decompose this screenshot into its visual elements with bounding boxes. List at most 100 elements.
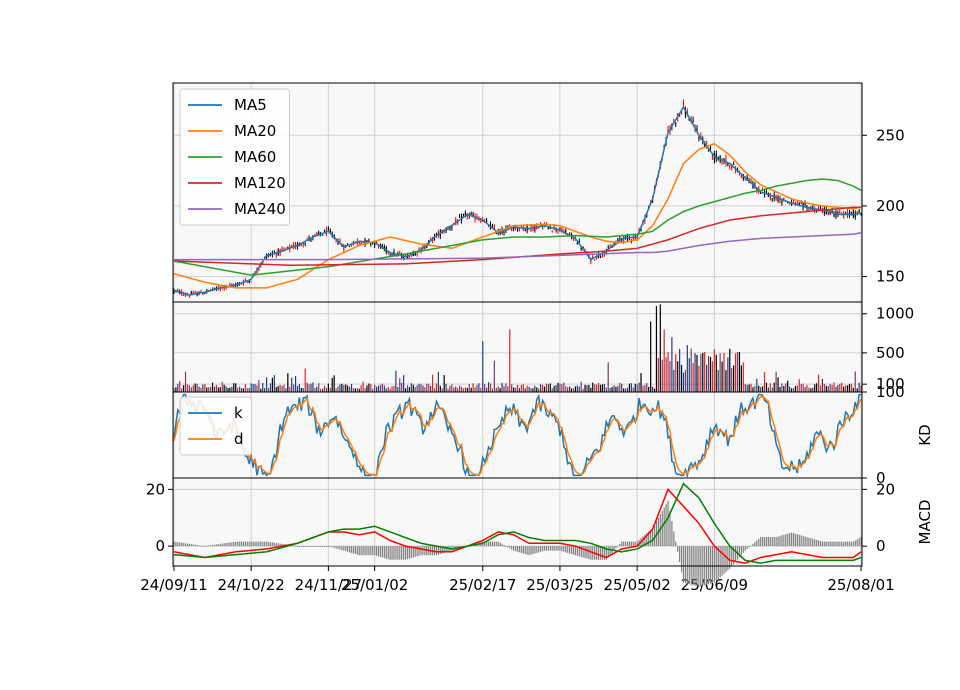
- candle-body: [412, 253, 414, 257]
- volume-bar: [644, 384, 646, 392]
- volume-bar: [399, 378, 401, 392]
- candle-body: [733, 163, 735, 165]
- volume-bar: [750, 383, 752, 392]
- macd-histogram-bar: [325, 546, 328, 547]
- macd-histogram-bar: [499, 542, 501, 547]
- candle-body: [740, 175, 742, 177]
- candle-body: [734, 169, 737, 171]
- candle-body: [466, 215, 468, 217]
- volume-bar: [443, 375, 445, 392]
- volume-bar: [513, 387, 515, 392]
- candle-body: [557, 230, 559, 232]
- volume-bar: [194, 383, 196, 392]
- volume-panel-background: [173, 302, 862, 392]
- macd-histogram-bar: [601, 546, 604, 560]
- macd-histogram-bar: [484, 541, 486, 547]
- macd-histogram-bar: [580, 546, 582, 557]
- macd-histogram-bar: [509, 546, 511, 549]
- candle-body: [511, 227, 513, 231]
- volume-bar: [424, 387, 426, 392]
- macd-histogram-bar: [762, 537, 764, 547]
- volume-bar: [621, 383, 623, 392]
- candle-body: [223, 288, 225, 290]
- macd-histogram-bar: [653, 524, 656, 547]
- candle-body: [287, 246, 289, 248]
- price-legend-box: [179, 88, 290, 226]
- volume-bar: [800, 383, 802, 392]
- volume-bar: [387, 386, 389, 392]
- volume-bar: [323, 385, 326, 392]
- macd-histogram-bar: [817, 540, 820, 547]
- macd-axis-label: MACD: [916, 500, 934, 545]
- macd-histogram-bar: [273, 542, 275, 547]
- volume-bar: [509, 329, 511, 392]
- volume-y-tick-label: 100: [876, 375, 905, 393]
- macd-histogram-bar: [362, 546, 364, 556]
- volume-bar: [306, 382, 308, 392]
- volume-bar: [503, 386, 505, 392]
- volume-bar: [389, 388, 391, 392]
- volume-bar: [603, 383, 605, 392]
- volume-bar: [777, 377, 779, 392]
- candle-body: [551, 230, 553, 232]
- macd-histogram-bar: [860, 537, 862, 547]
- macd-histogram-bar: [574, 546, 576, 556]
- macd-histogram-bar: [217, 544, 219, 547]
- volume-bar: [588, 384, 590, 392]
- candle-body: [854, 212, 856, 218]
- macd-histogram-bar: [350, 546, 353, 553]
- volume-bar: [659, 304, 661, 392]
- volume-bar: [460, 386, 463, 392]
- volume-bar: [524, 388, 526, 392]
- macd-histogram-bar: [750, 545, 752, 547]
- macd-histogram-bar: [819, 541, 822, 547]
- volume-bar: [242, 388, 245, 392]
- volume-bar: [576, 385, 578, 392]
- macd-histogram-bar: [632, 541, 634, 547]
- macd-histogram-bar: [522, 546, 524, 554]
- volume-bar: [547, 384, 549, 392]
- volume-bar: [258, 379, 260, 392]
- macd-left-tick-label: 0: [155, 537, 165, 555]
- candle-body: [370, 243, 372, 245]
- candle-body: [609, 246, 611, 248]
- volume-bar: [611, 387, 613, 392]
- volume-bar: [358, 388, 360, 392]
- macd-histogram-bar: [856, 539, 858, 547]
- volume-bar: [516, 384, 519, 392]
- candle-body: [304, 243, 306, 245]
- candle-body: [580, 248, 582, 250]
- macd-histogram-bar: [740, 546, 742, 556]
- price-legend-label: MA5: [234, 96, 267, 114]
- candle-body: [765, 191, 768, 193]
- macd-histogram-bar: [343, 546, 345, 551]
- volume-bar: [655, 305, 658, 392]
- macd-histogram-bar: [306, 546, 308, 547]
- candle-body: [680, 111, 683, 114]
- kd-axis-label: KD: [916, 424, 934, 445]
- volume-bar: [459, 385, 461, 392]
- macd-histogram-bar: [495, 541, 497, 547]
- macd-histogram-bar: [850, 541, 852, 547]
- volume-bar: [789, 386, 791, 392]
- volume-bar: [551, 388, 553, 392]
- macd-histogram-bar: [424, 546, 426, 556]
- macd-histogram-bar: [281, 543, 283, 547]
- macd-histogram-bar: [179, 542, 181, 547]
- volume-bar: [433, 388, 436, 392]
- candle-body: [443, 231, 445, 233]
- macd-histogram-bar: [356, 546, 358, 555]
- macd-histogram-bar: [804, 536, 806, 547]
- volume-bar: [412, 384, 414, 392]
- macd-histogram-bar: [650, 529, 652, 547]
- macd-histogram-bar: [613, 546, 615, 551]
- macd-histogram-bar: [486, 541, 488, 547]
- candle-body: [183, 293, 185, 296]
- macd-histogram-bar: [682, 546, 685, 583]
- candle-body: [802, 202, 804, 208]
- macd-histogram-bar: [615, 546, 617, 549]
- volume-bar: [806, 384, 808, 392]
- volume-bar: [237, 387, 239, 392]
- macd-histogram-bar: [443, 546, 445, 553]
- candle-body: [321, 234, 324, 236]
